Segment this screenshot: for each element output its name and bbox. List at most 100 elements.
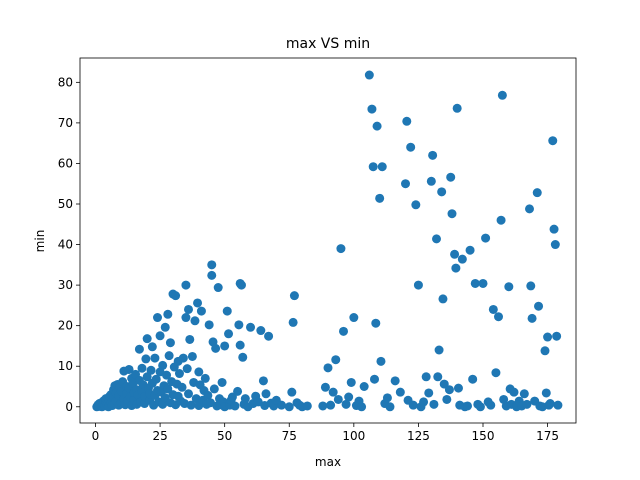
- data-point: [323, 363, 333, 373]
- data-point: [478, 278, 488, 288]
- data-point: [553, 400, 563, 410]
- data-point: [413, 280, 423, 290]
- data-point: [372, 121, 382, 131]
- data-point: [277, 400, 286, 410]
- data-point: [442, 394, 452, 404]
- data-point: [184, 389, 193, 399]
- data-point: [519, 389, 529, 399]
- data-point: [543, 332, 553, 342]
- data-point: [302, 401, 312, 411]
- data-point: [222, 306, 232, 316]
- data-point: [246, 322, 255, 332]
- data-point: [233, 386, 243, 396]
- x-tick-label: 175: [536, 429, 559, 443]
- data-point: [174, 369, 184, 379]
- data-point: [204, 320, 214, 330]
- y-tick-label: 80: [58, 75, 73, 89]
- y-tick-label: 50: [58, 197, 73, 211]
- data-point: [209, 384, 219, 394]
- data-point: [328, 387, 338, 397]
- data-point: [235, 340, 245, 350]
- data-point: [289, 291, 299, 301]
- data-point: [177, 382, 187, 392]
- data-point: [194, 367, 204, 377]
- data-point: [186, 400, 196, 410]
- data-point: [447, 209, 457, 219]
- x-tick-label: 25: [152, 429, 167, 443]
- data-point: [171, 291, 181, 301]
- data-point: [320, 382, 330, 392]
- data-point: [375, 193, 385, 203]
- data-point: [491, 368, 501, 378]
- data-point: [213, 283, 223, 293]
- data-point: [336, 244, 346, 254]
- data-point: [258, 376, 268, 386]
- data-point: [240, 394, 250, 404]
- data-point: [550, 240, 560, 250]
- data-point: [434, 345, 444, 355]
- y-tick-label: 10: [58, 359, 73, 373]
- data-point: [147, 342, 157, 352]
- data-point: [438, 294, 448, 304]
- data-point: [432, 234, 441, 244]
- data-point: [234, 320, 244, 330]
- data-point: [437, 187, 447, 197]
- data-point: [160, 322, 170, 332]
- data-point: [376, 356, 386, 366]
- y-tick-label: 70: [58, 116, 73, 130]
- data-point: [368, 162, 378, 172]
- data-point: [364, 70, 374, 80]
- data-point: [421, 372, 431, 382]
- data-point: [470, 278, 480, 288]
- data-point: [261, 389, 271, 399]
- data-point: [475, 402, 485, 412]
- data-point: [504, 282, 514, 292]
- data-point: [377, 162, 387, 172]
- data-point: [141, 354, 151, 364]
- data-point: [333, 394, 343, 404]
- data-point: [357, 402, 367, 412]
- data-point: [142, 372, 152, 382]
- data-point: [164, 351, 174, 361]
- data-point: [190, 316, 200, 326]
- data-point: [371, 318, 381, 328]
- data-point: [287, 387, 297, 397]
- data-point: [452, 103, 462, 113]
- data-point: [187, 351, 197, 361]
- data-point: [444, 385, 454, 395]
- data-point: [318, 401, 328, 411]
- data-point: [525, 204, 534, 214]
- y-tick-label: 60: [58, 156, 73, 170]
- data-point: [549, 224, 559, 234]
- data-point: [406, 142, 416, 152]
- y-axis-label: min: [33, 230, 47, 253]
- data-point: [163, 309, 173, 319]
- data-point: [185, 334, 195, 344]
- data-point: [326, 400, 336, 410]
- data-point: [236, 280, 246, 290]
- data-point: [181, 280, 191, 290]
- x-tick-label: 125: [407, 429, 430, 443]
- data-point: [401, 179, 410, 189]
- data-point: [463, 401, 472, 411]
- data-point: [494, 312, 503, 322]
- data-point: [137, 363, 147, 373]
- data-point: [155, 331, 165, 341]
- data-point: [339, 326, 348, 336]
- data-point: [385, 402, 395, 412]
- data-point: [408, 400, 418, 410]
- data-point: [124, 364, 134, 374]
- data-point: [331, 355, 341, 365]
- data-point: [162, 370, 172, 380]
- data-point: [349, 313, 359, 323]
- data-point: [341, 399, 351, 409]
- data-point: [359, 382, 369, 391]
- x-axis-label: max: [315, 455, 341, 469]
- x-tick-label: 75: [282, 429, 297, 443]
- data-point: [367, 104, 377, 114]
- data-point: [402, 116, 412, 126]
- data-point: [217, 377, 227, 387]
- data-point: [419, 397, 429, 407]
- data-point: [534, 301, 544, 311]
